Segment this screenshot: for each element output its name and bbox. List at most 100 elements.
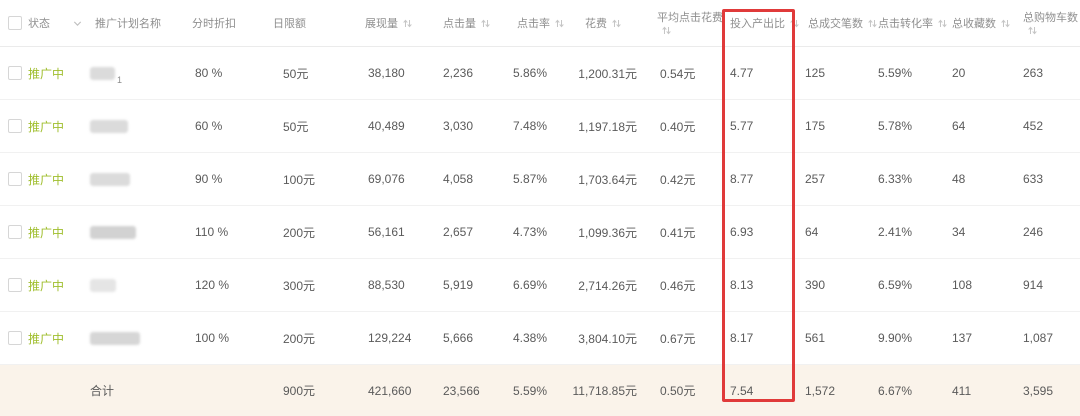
cost-cell: 3,804.10元 xyxy=(578,331,637,346)
roi-cell: 8.77 xyxy=(730,172,754,186)
sort-icon-ctr[interactable] xyxy=(554,18,565,29)
clicks-cell: 5,919 xyxy=(443,278,474,292)
carts-cell: 914 xyxy=(1023,278,1044,292)
select-all-checkbox[interactable] xyxy=(8,16,22,30)
ctr-cell: 4.38% xyxy=(513,331,548,345)
campaign-name-link[interactable]: 1 xyxy=(85,61,185,85)
impressions-cell: 56,161 xyxy=(368,225,405,239)
total-orders: 1,572 xyxy=(805,383,836,398)
orders-cell: 125 xyxy=(805,66,826,80)
col-header-discount: 分时折扣 xyxy=(192,18,236,30)
clicks-cell: 4,058 xyxy=(443,172,474,186)
cvr-cell: 2.41% xyxy=(878,225,913,239)
impressions-cell: 40,489 xyxy=(368,119,405,133)
budget-cell: 100元 xyxy=(283,172,316,187)
cvr-cell: 5.59% xyxy=(878,66,913,80)
col-header-clicks: 点击量 xyxy=(420,15,495,31)
campaign-name-link[interactable] xyxy=(85,331,185,345)
ctr-cell: 5.87% xyxy=(513,172,548,186)
table-row: 推广中 120 % 300元 88,530 5,919 6.69% 2,714.… xyxy=(0,259,1080,312)
col-header-cvr: 点击转化率 xyxy=(872,15,948,31)
total-avg-cost: 0.50元 xyxy=(660,384,696,398)
row-checkbox[interactable] xyxy=(8,172,22,186)
status-text: 推广中 xyxy=(28,119,65,134)
row-checkbox[interactable] xyxy=(8,331,22,345)
sort-icon-roi[interactable] xyxy=(789,18,800,29)
total-favorites: 411 xyxy=(952,383,972,398)
campaign-name-link[interactable] xyxy=(85,172,185,186)
totals-row: 合计 900元 421,660 23,566 5.59% 11,718.85元 … xyxy=(0,365,1080,416)
row-checkbox[interactable] xyxy=(8,225,22,239)
sort-icon-clicks[interactable] xyxy=(480,18,491,29)
budget-cell: 200元 xyxy=(283,331,316,346)
favorites-cell: 48 xyxy=(952,172,966,186)
table-row: 推广中 100 % 200元 129,224 5,666 4.38% 3,804… xyxy=(0,312,1080,365)
clicks-cell: 2,236 xyxy=(443,66,474,80)
status-text: 推广中 xyxy=(28,225,65,240)
cost-cell: 1,197.18元 xyxy=(578,119,637,134)
total-budget: 900元 xyxy=(283,384,316,398)
table-row: 推广中 110 % 200元 56,161 2,657 4.73% 1,099.… xyxy=(0,206,1080,259)
redacted-campaign-name xyxy=(90,225,136,239)
total-carts: 3,595 xyxy=(1023,383,1054,398)
orders-cell: 257 xyxy=(805,172,826,186)
roi-cell: 8.17 xyxy=(730,331,754,345)
cost-cell: 1,200.31元 xyxy=(578,66,637,81)
row-checkbox[interactable] xyxy=(8,66,22,80)
sort-icon-orders[interactable] xyxy=(867,18,878,29)
col-header-impressions: 展现量 xyxy=(330,15,420,31)
avg-cost-cell: 0.41元 xyxy=(660,225,696,240)
col-header-carts: 总购物车数 xyxy=(1015,11,1080,36)
campaign-name-link[interactable] xyxy=(85,225,185,239)
redacted-campaign-name xyxy=(90,278,116,292)
row-checkbox[interactable] xyxy=(8,278,22,292)
budget-cell: 200元 xyxy=(283,225,316,240)
avg-cost-cell: 0.46元 xyxy=(660,278,696,293)
favorites-cell: 64 xyxy=(952,119,966,133)
impressions-cell: 129,224 xyxy=(368,331,412,345)
roi-cell: 4.77 xyxy=(730,66,754,80)
roi-cell: 5.77 xyxy=(730,119,754,133)
status-text: 推广中 xyxy=(28,331,65,346)
col-header-orders: 总成交笔数 xyxy=(800,15,877,31)
budget-cell: 50元 xyxy=(283,66,309,81)
budget-cell: 50元 xyxy=(283,119,309,134)
discount-cell: 60 % xyxy=(195,119,223,133)
campaign-name-link[interactable] xyxy=(85,119,185,133)
favorites-cell: 34 xyxy=(952,225,966,239)
budget-cell: 300元 xyxy=(283,278,316,293)
row-checkbox[interactable] xyxy=(8,119,22,133)
sort-icon-cost[interactable] xyxy=(611,18,622,29)
table-row: 推广中 1 80 % 50元 38,180 2,236 5.86% 1,200.… xyxy=(0,47,1080,100)
sort-icon-cvr[interactable] xyxy=(937,18,948,29)
ctr-cell: 7.48% xyxy=(513,119,548,133)
status-filter-chevron-down-icon[interactable] xyxy=(72,18,83,29)
table-header: 状态 推广计划名称 分时折扣 日限额 展现量 点击量 点击率 花费 平均点 xyxy=(0,0,1080,47)
impressions-cell: 38,180 xyxy=(368,66,405,80)
total-cvr: 6.67% xyxy=(878,383,913,398)
avg-cost-cell: 0.42元 xyxy=(660,172,696,187)
avg-cost-cell: 0.67元 xyxy=(660,331,696,346)
clicks-cell: 2,657 xyxy=(443,225,474,239)
avg-cost-cell: 0.40元 xyxy=(660,119,696,134)
sort-icon-favorites[interactable] xyxy=(1000,18,1011,29)
ctr-cell: 5.86% xyxy=(513,66,548,80)
sort-icon-avg-cost[interactable] xyxy=(661,25,672,36)
table-row: 推广中 60 % 50元 40,489 3,030 7.48% 1,197.18… xyxy=(0,100,1080,153)
redacted-campaign-name xyxy=(90,119,128,133)
campaign-name-link[interactable] xyxy=(85,278,185,292)
sort-icon-impressions[interactable] xyxy=(402,18,413,29)
carts-cell: 633 xyxy=(1023,172,1044,186)
discount-cell: 80 % xyxy=(195,66,223,80)
discount-cell: 110 % xyxy=(195,225,229,239)
status-text: 推广中 xyxy=(28,172,65,187)
status-text: 推广中 xyxy=(28,278,65,293)
redacted-campaign-name xyxy=(90,331,140,345)
roi-cell: 6.93 xyxy=(730,225,754,239)
orders-cell: 561 xyxy=(805,331,826,345)
sort-icon-carts[interactable] xyxy=(1027,25,1038,36)
cvr-cell: 6.59% xyxy=(878,278,913,292)
orders-cell: 64 xyxy=(805,225,819,239)
orders-cell: 175 xyxy=(805,119,826,133)
redacted-campaign-name xyxy=(90,172,130,186)
